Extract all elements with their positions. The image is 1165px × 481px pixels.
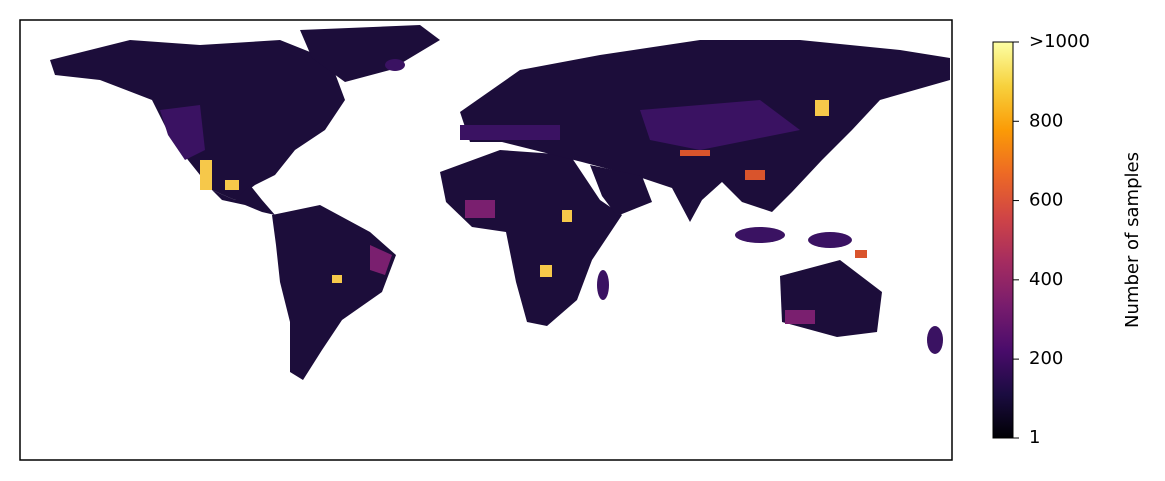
western-us — [160, 105, 205, 160]
hotspot — [562, 210, 572, 222]
region — [785, 310, 815, 324]
colorbar-label: Number of samples — [1122, 152, 1143, 328]
new-zealand — [927, 326, 943, 354]
colorbar-tick-label: 600 — [1029, 190, 1063, 211]
sahel — [460, 125, 560, 140]
greenland — [300, 25, 440, 82]
hotspot — [855, 250, 867, 258]
hotspot — [200, 160, 212, 190]
colorbar-tick-label: 800 — [1029, 110, 1063, 131]
hotspot — [225, 180, 239, 190]
iceland — [385, 59, 405, 71]
world-map — [50, 25, 950, 380]
hotspot — [680, 150, 710, 156]
madagascar — [597, 270, 609, 300]
australia — [780, 260, 882, 337]
arabia — [590, 165, 652, 216]
hotspot — [540, 265, 552, 277]
hotspot — [815, 100, 829, 116]
africa — [440, 150, 622, 326]
region — [465, 200, 495, 218]
central-america — [212, 185, 275, 215]
colorbar-tick-label: >1000 — [1029, 31, 1090, 52]
colorbar — [992, 41, 1014, 439]
colorbar-tick-label: 200 — [1029, 348, 1063, 369]
hotspot — [745, 170, 765, 180]
brazil-east — [370, 245, 392, 275]
indonesia — [735, 227, 785, 243]
hotspot — [332, 275, 342, 283]
colorbar-tick-label: 400 — [1029, 269, 1063, 290]
colorbar-tick-label: 1 — [1029, 427, 1040, 448]
south-america — [272, 205, 396, 380]
map-frame — [19, 19, 953, 461]
central-asia — [640, 100, 800, 150]
new-guinea — [808, 232, 852, 248]
